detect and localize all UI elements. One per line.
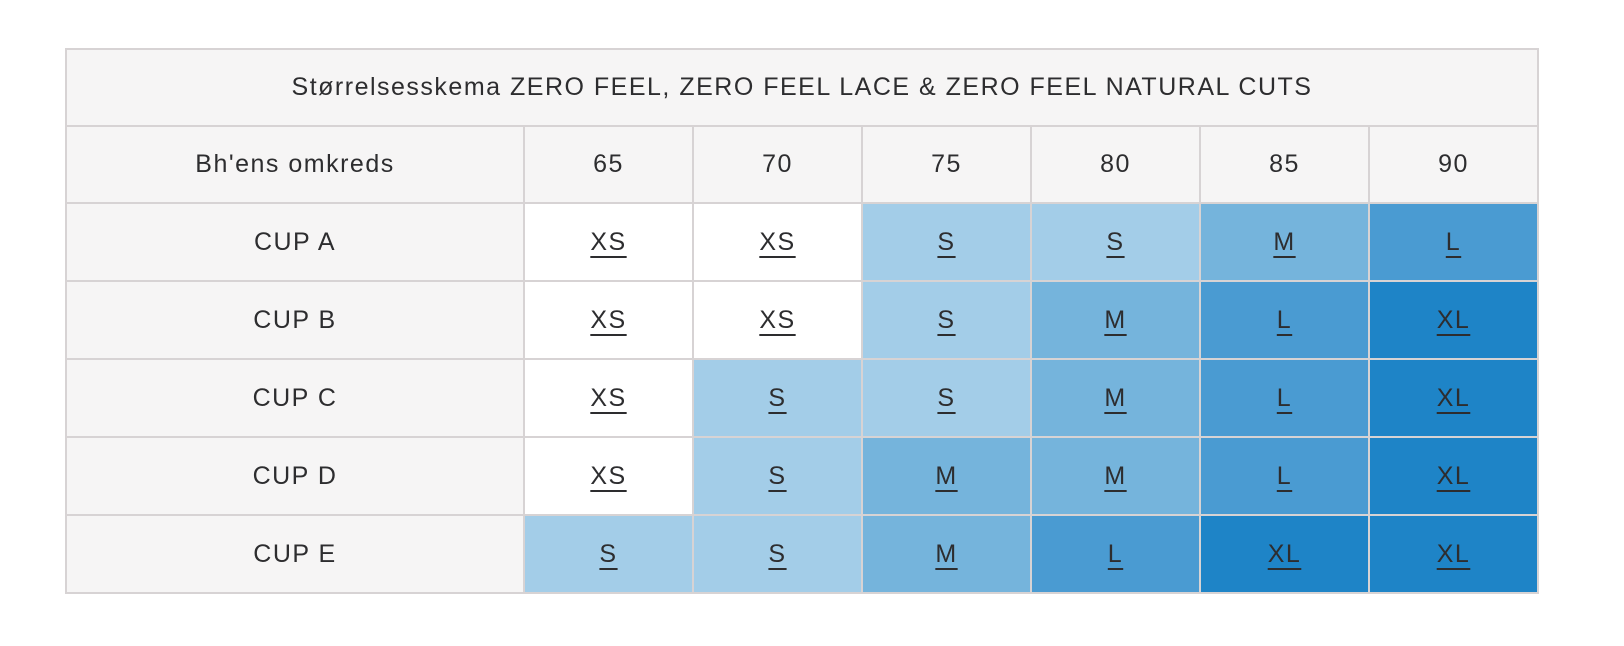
size-link[interactable]: L: [1107, 539, 1124, 568]
table-row: CUP E S S M L XL XL: [65, 514, 1539, 594]
size-link[interactable]: XS: [590, 305, 627, 334]
size-link[interactable]: M: [935, 539, 958, 568]
size-link[interactable]: M: [1104, 305, 1127, 334]
size-chart-table: Størrelsesskema ZERO FEEL, ZERO FEEL LAC…: [65, 48, 1539, 594]
size-cell: M: [1199, 202, 1370, 282]
size-cell: M: [861, 436, 1032, 516]
header-col-80: 80: [1030, 125, 1201, 204]
size-link[interactable]: L: [1276, 305, 1293, 334]
header-band-size-label: Bh'ens omkreds: [65, 125, 525, 204]
size-link[interactable]: S: [1106, 227, 1125, 256]
size-link[interactable]: M: [1104, 383, 1127, 412]
size-link[interactable]: S: [937, 227, 956, 256]
size-cell: L: [1030, 514, 1201, 594]
size-cell: S: [861, 280, 1032, 360]
row-label: CUP A: [65, 202, 525, 282]
size-link[interactable]: S: [768, 383, 787, 412]
table-title: Størrelsesskema ZERO FEEL, ZERO FEEL LAC…: [65, 48, 1539, 127]
size-link[interactable]: L: [1445, 227, 1462, 256]
size-cell: S: [1030, 202, 1201, 282]
size-cell: XS: [523, 358, 694, 438]
size-cell: S: [861, 202, 1032, 282]
table-row: CUP D XS S M M L XL: [65, 436, 1539, 516]
header-col-70: 70: [692, 125, 863, 204]
size-cell: M: [1030, 280, 1201, 360]
size-link[interactable]: M: [1104, 461, 1127, 490]
size-cell: XL: [1368, 514, 1539, 594]
header-col-90: 90: [1368, 125, 1539, 204]
row-label: CUP B: [65, 280, 525, 360]
table-body: CUP A XS XS S S M L CUP B XS XS S M L XL CUP C XS S S M L XL…: [65, 202, 1539, 594]
size-chart-container: Størrelsesskema ZERO FEEL, ZERO FEEL LAC…: [65, 48, 1539, 594]
size-cell: S: [692, 514, 863, 594]
header-row: Bh'ens omkreds 65 70 75 80 85 90: [65, 125, 1539, 204]
size-link[interactable]: S: [937, 383, 956, 412]
row-label: CUP E: [65, 514, 525, 594]
size-link[interactable]: XS: [590, 383, 627, 412]
table-head-section: Størrelsesskema ZERO FEEL, ZERO FEEL LAC…: [65, 48, 1539, 204]
size-cell: XL: [1368, 436, 1539, 516]
row-label: CUP D: [65, 436, 525, 516]
size-link[interactable]: L: [1276, 461, 1293, 490]
table-row: CUP C XS S S M L XL: [65, 358, 1539, 438]
size-cell: L: [1368, 202, 1539, 282]
size-cell: S: [523, 514, 694, 594]
table-row: CUP A XS XS S S M L: [65, 202, 1539, 282]
size-cell: XL: [1368, 358, 1539, 438]
size-link[interactable]: S: [937, 305, 956, 334]
size-cell: XS: [523, 436, 694, 516]
size-link[interactable]: M: [935, 461, 958, 490]
size-cell: L: [1199, 280, 1370, 360]
size-link[interactable]: XL: [1436, 461, 1471, 490]
size-cell: M: [1030, 436, 1201, 516]
size-link[interactable]: XL: [1436, 305, 1471, 334]
size-cell: XS: [692, 202, 863, 282]
size-cell: XS: [523, 280, 694, 360]
header-col-65: 65: [523, 125, 694, 204]
size-cell: XS: [692, 280, 863, 360]
size-link[interactable]: XS: [590, 461, 627, 490]
row-label: CUP C: [65, 358, 525, 438]
size-link[interactable]: XS: [590, 227, 627, 256]
size-cell: M: [1030, 358, 1201, 438]
size-link[interactable]: XL: [1436, 383, 1471, 412]
size-link[interactable]: S: [599, 539, 618, 568]
size-link[interactable]: XS: [759, 305, 796, 334]
size-cell: S: [692, 436, 863, 516]
size-cell: XL: [1368, 280, 1539, 360]
size-link[interactable]: XL: [1267, 539, 1302, 568]
size-link[interactable]: M: [1273, 227, 1296, 256]
size-cell: L: [1199, 436, 1370, 516]
size-cell: S: [692, 358, 863, 438]
size-cell: S: [861, 358, 1032, 438]
header-col-85: 85: [1199, 125, 1370, 204]
size-link[interactable]: XS: [759, 227, 796, 256]
size-link[interactable]: S: [768, 461, 787, 490]
size-link[interactable]: L: [1276, 383, 1293, 412]
size-cell: M: [861, 514, 1032, 594]
size-cell: XS: [523, 202, 694, 282]
size-link[interactable]: XL: [1436, 539, 1471, 568]
size-link[interactable]: S: [768, 539, 787, 568]
size-cell: L: [1199, 358, 1370, 438]
table-row: CUP B XS XS S M L XL: [65, 280, 1539, 360]
header-col-75: 75: [861, 125, 1032, 204]
title-row: Størrelsesskema ZERO FEEL, ZERO FEEL LAC…: [65, 48, 1539, 127]
size-cell: XL: [1199, 514, 1370, 594]
